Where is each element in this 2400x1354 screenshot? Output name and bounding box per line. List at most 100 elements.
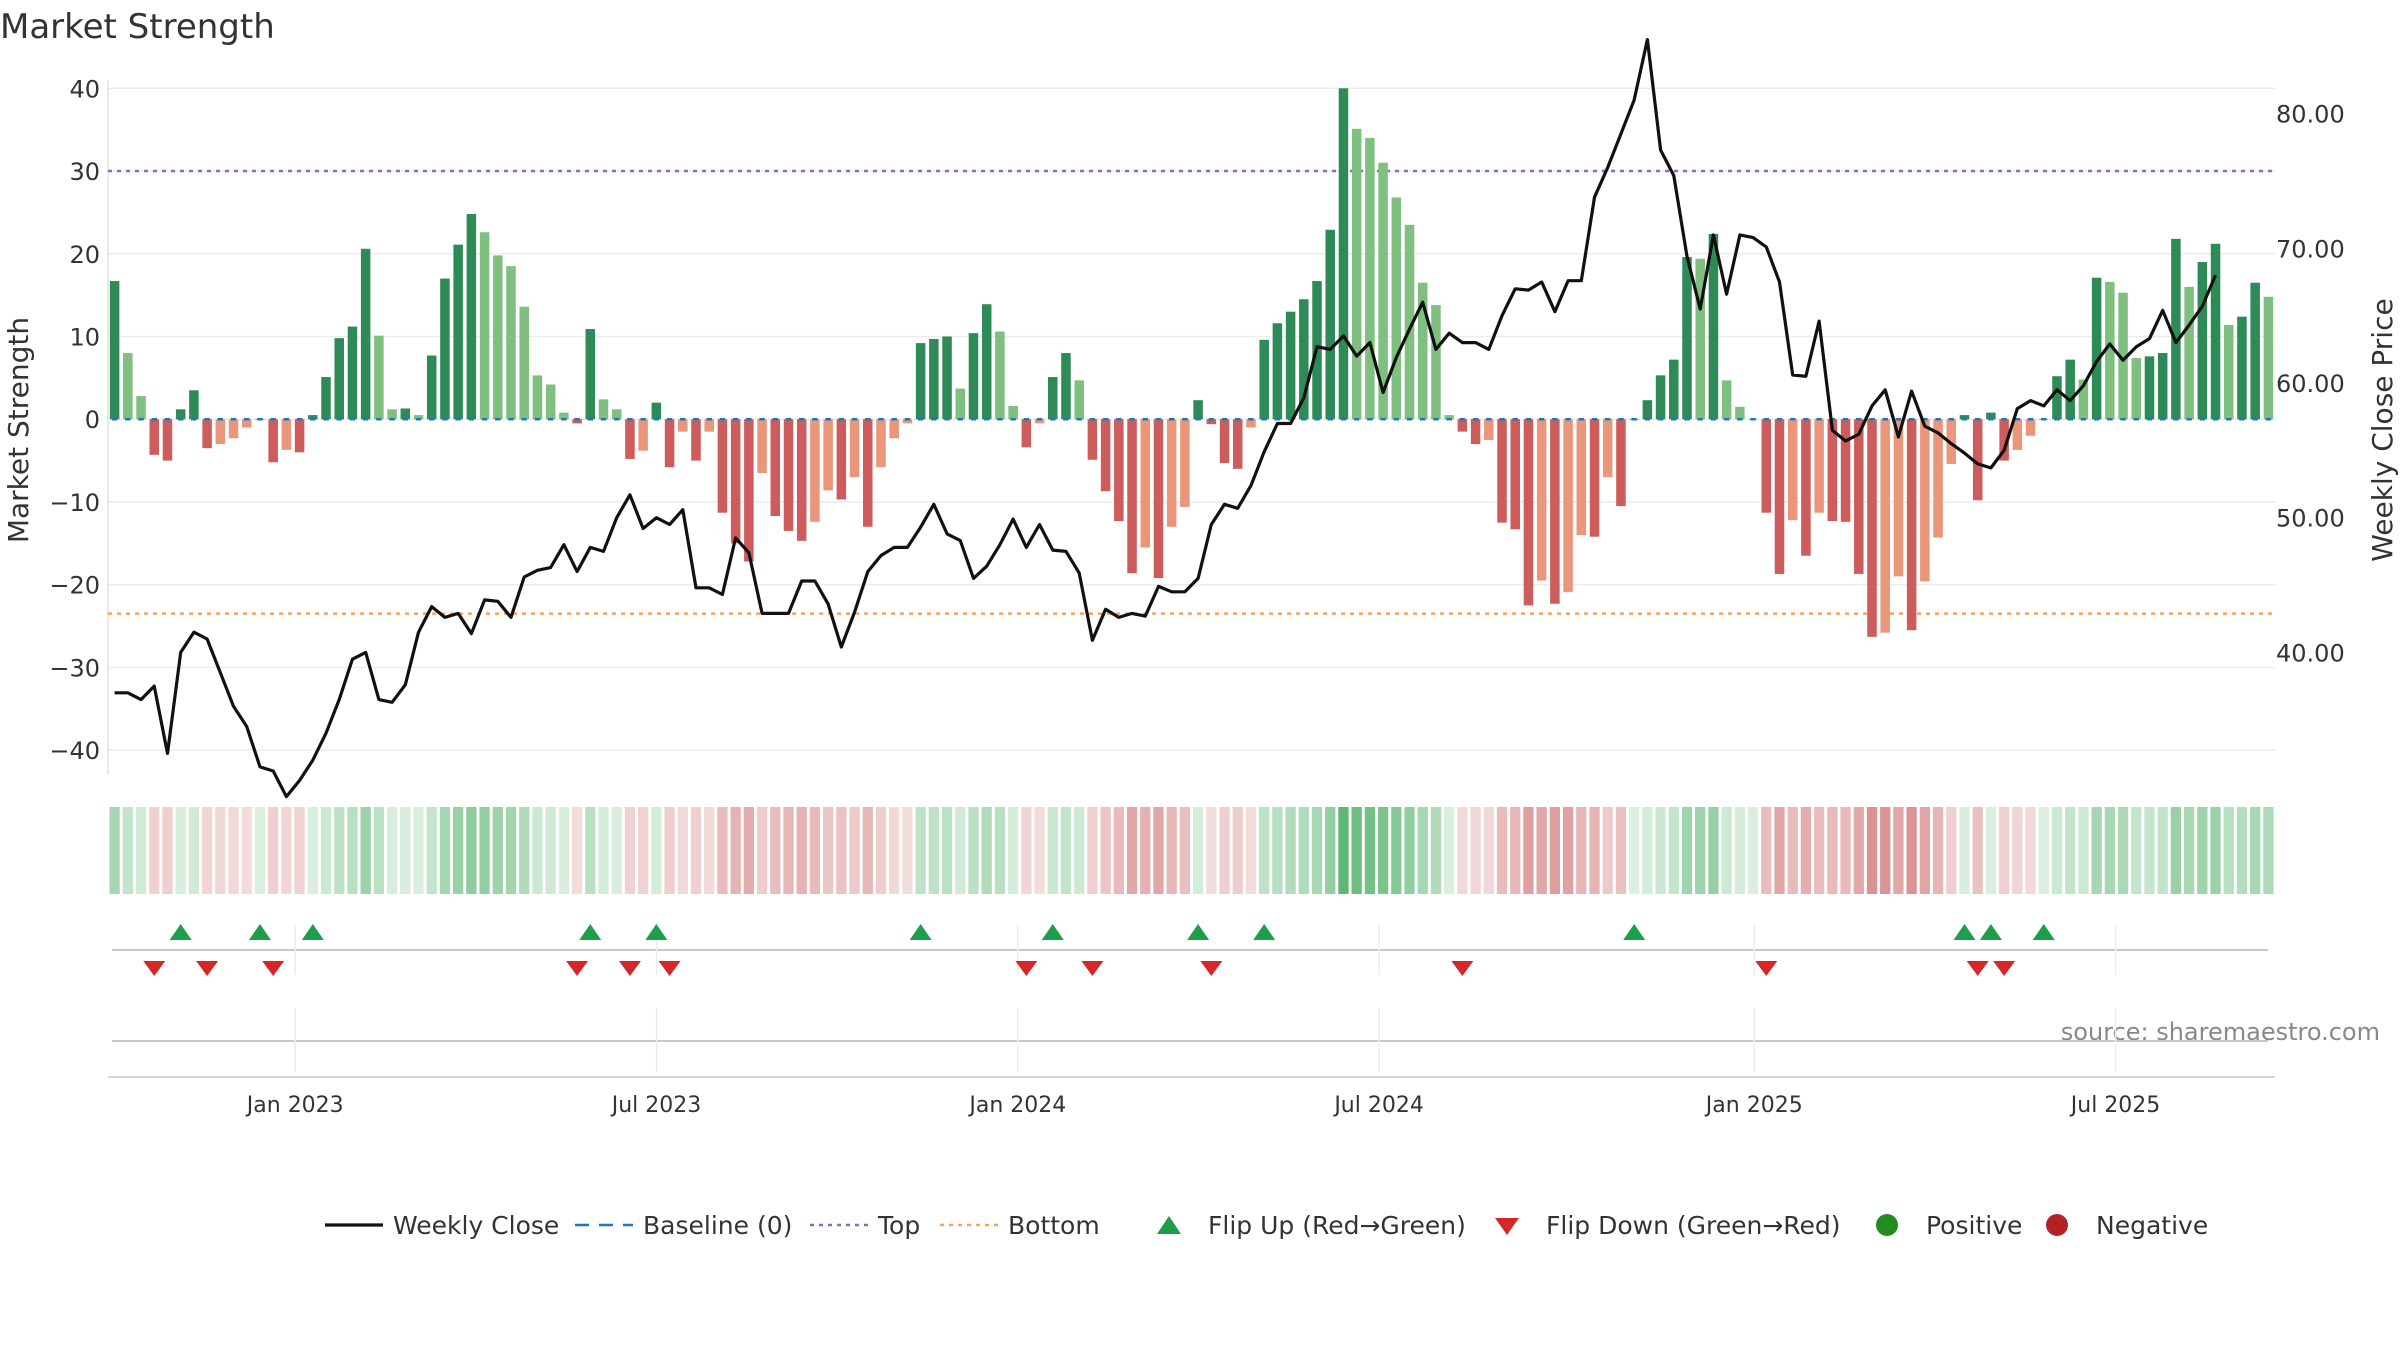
- y-tick-label: 0: [85, 406, 100, 434]
- strength-bar: [2065, 359, 2075, 420]
- strength-bar: [1563, 419, 1573, 593]
- strength-bar: [2210, 243, 2221, 420]
- strength-strip-cell: [1668, 807, 1679, 894]
- strength-bar: [2237, 316, 2247, 420]
- strength-strip-cell: [1985, 807, 1997, 894]
- strength-bar: [2171, 238, 2181, 420]
- strength-strip-cell: [1813, 807, 1825, 894]
- strength-strip-cell: [1589, 807, 1600, 894]
- strength-strip-cell: [955, 807, 966, 894]
- flip-up-marker: [1041, 924, 1064, 940]
- strength-strip-cell: [1721, 807, 1732, 894]
- strength-strip-cell: [862, 807, 873, 894]
- x-tick-label: Jan 2024: [967, 1093, 1066, 1118]
- strength-bar: [1391, 197, 1402, 420]
- strength-bar: [1299, 299, 1309, 420]
- strength-bar: [1999, 419, 2009, 461]
- legend-item-bottom: Bottom: [940, 1211, 1100, 1240]
- strength-bar: [1867, 419, 1877, 637]
- x-tick-label: Jan 2025: [1704, 1093, 1803, 1118]
- strength-strip-cell: [849, 807, 860, 894]
- strength-strip-cell: [1536, 807, 1547, 894]
- strength-bar: [730, 419, 741, 544]
- strength-strip-cell: [2117, 807, 2129, 894]
- flip-down-marker: [1966, 961, 1989, 976]
- strength-strip-cell: [201, 807, 213, 894]
- strength-strip-cell: [1219, 807, 1230, 894]
- strength-bar: [1127, 419, 1137, 574]
- strength-strip-cell: [545, 807, 556, 894]
- legend-item-negative: Negative: [2046, 1211, 2208, 1240]
- strength-strip-cell: [968, 807, 979, 894]
- strength-bar: [902, 419, 913, 424]
- strength-strip-cell: [1510, 807, 1521, 894]
- strength-bar: [1074, 380, 1084, 420]
- strength-bar: [664, 419, 675, 468]
- strength-bar: [810, 419, 820, 522]
- strength-strip-cell: [254, 807, 266, 894]
- strength-bar: [849, 419, 860, 478]
- strength-strip-cell: [413, 807, 424, 894]
- flip-up-marker: [1979, 924, 2002, 940]
- strength-strip-cell: [1840, 807, 1851, 894]
- strength-strip-cell: [1126, 807, 1138, 894]
- y-tick-label: −40: [49, 737, 100, 765]
- strength-bar: [1444, 415, 1454, 420]
- strength-bar: [1166, 419, 1177, 527]
- strength-strip-cell: [1602, 807, 1613, 894]
- strength-bar: [1761, 419, 1772, 513]
- strength-bar: [2091, 277, 2102, 420]
- strength-bar: [1232, 419, 1243, 469]
- strength-bar: [968, 333, 979, 420]
- flip-up-marker: [169, 924, 192, 940]
- strength-bar: [2263, 296, 2274, 420]
- strength-bar: [1285, 311, 1296, 420]
- legend-item-flip-down: Flip Down (Green→Red): [1495, 1211, 1841, 1240]
- strength-strip-cell: [320, 807, 332, 894]
- strength-strip-cell: [1087, 807, 1098, 894]
- flip-up-icon: [1157, 1216, 1181, 1234]
- strength-strip-cell: [1470, 807, 1481, 894]
- strength-strip-cell: [532, 807, 543, 894]
- strength-bar: [479, 232, 490, 420]
- strength-bar: [1457, 419, 1468, 432]
- strength-bar: [1470, 419, 1481, 445]
- legend-item-positive: Positive: [1876, 1211, 2022, 1240]
- flip-up-marker: [1623, 924, 1646, 940]
- strength-strip-cell: [386, 807, 398, 894]
- strength-bar: [1536, 419, 1547, 581]
- y-tick-label: −30: [49, 654, 100, 682]
- legend-dot: [1876, 1214, 1898, 1236]
- strength-strip-cell: [1417, 807, 1428, 894]
- strength-bar: [1365, 137, 1375, 420]
- strength-bar: [413, 415, 424, 420]
- strength-bar: [1484, 419, 1494, 440]
- weekly-close-line: [114, 37, 2217, 799]
- strength-strip-cell: [1034, 807, 1045, 894]
- strength-bar: [915, 343, 926, 420]
- y-tick-label: −20: [49, 572, 100, 600]
- strength-bar: [1735, 406, 1745, 420]
- strength-strip-cell: [1113, 807, 1124, 894]
- y2-tick-label: 60.00: [2276, 370, 2345, 398]
- strength-bar: [241, 419, 252, 428]
- flip-down-marker: [1200, 961, 1223, 976]
- strength-strip-cell: [1377, 807, 1389, 894]
- strength-bar: [585, 329, 596, 420]
- strength-bar: [1933, 419, 1943, 538]
- strength-strip-cell: [1681, 807, 1693, 894]
- strength-bar: [189, 390, 199, 420]
- strength-bar: [704, 419, 714, 432]
- strength-strip-cell: [2170, 807, 2182, 894]
- strength-strip-cell: [1893, 807, 1904, 894]
- strength-strip-cell: [2012, 807, 2023, 894]
- strength-bar: [572, 419, 582, 424]
- strength-strip-cell: [1325, 807, 1336, 894]
- strength-bar: [981, 304, 992, 420]
- strength-bar: [1206, 419, 1217, 425]
- flip-up-marker: [301, 924, 324, 940]
- strength-strip-cell: [1880, 807, 1891, 894]
- strength-bar: [1959, 415, 1970, 420]
- flip-up-marker: [909, 924, 932, 940]
- strength-strip-cell: [1259, 807, 1270, 894]
